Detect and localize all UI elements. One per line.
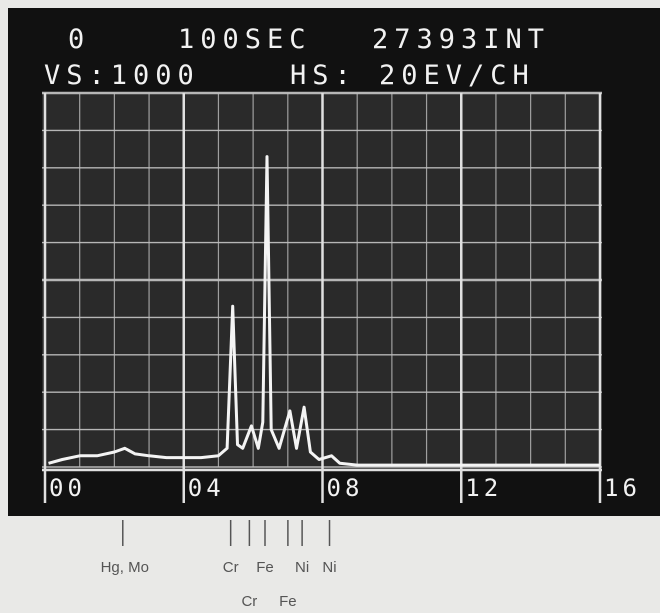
screen-header: 0: [68, 24, 90, 55]
annotation-label: Cr: [241, 593, 257, 610]
annotation-label: Cr: [223, 559, 239, 576]
screen-header: 100SEC: [178, 24, 312, 55]
annotation-label: Ni: [295, 559, 309, 576]
screen-header: 27393INT: [372, 24, 550, 55]
x-tick-label: 08: [327, 474, 364, 502]
annotation-label: Fe: [279, 593, 297, 610]
spectrum-line: [48, 155, 600, 467]
screen-header: VS:1000: [44, 60, 200, 91]
annotation-label: Hg, Mo: [101, 559, 149, 576]
screen-header: HS: 20EV/CH: [290, 60, 535, 91]
x-tick-label: 16: [604, 474, 641, 502]
annotation-label: Ni: [322, 559, 336, 576]
x-tick-label: 04: [188, 474, 225, 502]
x-tick-label: 12: [465, 474, 502, 502]
annotation-label: Fe: [256, 559, 274, 576]
x-tick-label: 00: [49, 474, 86, 502]
